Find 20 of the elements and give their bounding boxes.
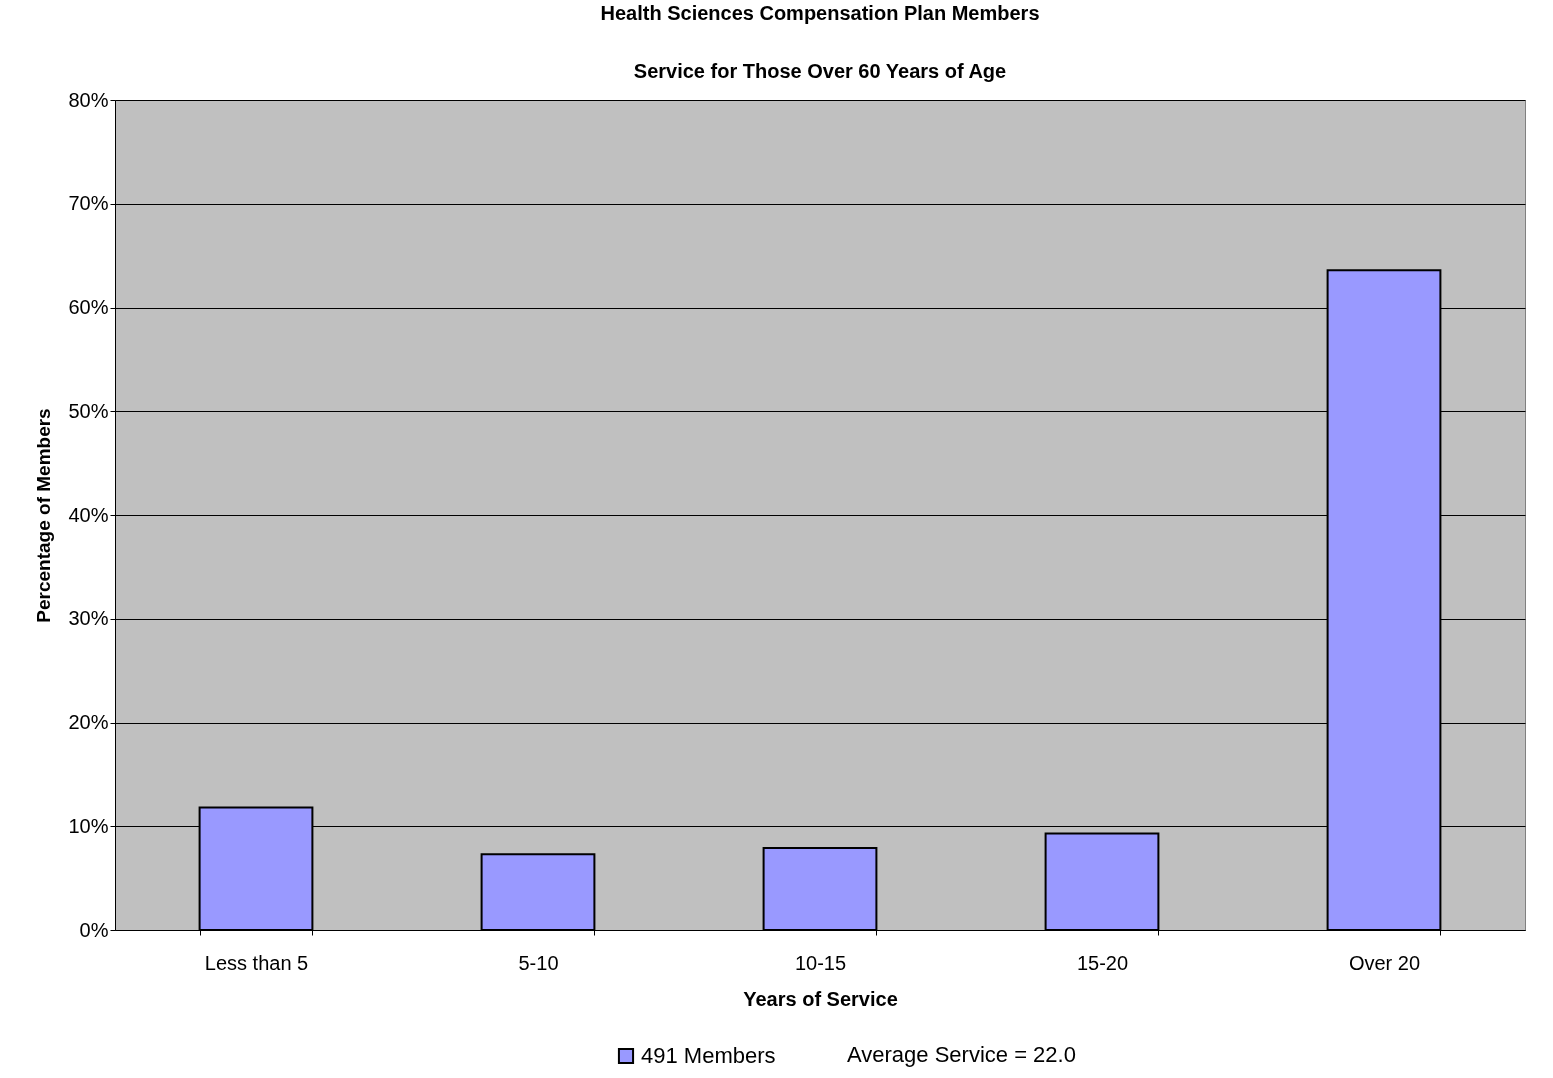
y-axis-title: Percentage of Members (33, 408, 55, 623)
y-tick-label: 10% (68, 814, 109, 837)
y-tick-label: 0% (79, 918, 109, 941)
y-tick-label: 70% (68, 192, 109, 215)
chart-subtitle: Service for Those Over 60 Years of Age (633, 60, 1007, 82)
y-tick-label: 60% (68, 296, 109, 318)
y-tick-label: 20% (68, 711, 109, 733)
text: Average Service = 22.0 (847, 1042, 1076, 1067)
x-tick-label: 10-15 (794, 951, 847, 974)
y-tick-label: 30% (68, 607, 109, 630)
x-tick-label: Less than 5 (204, 951, 309, 974)
x-axis-title: Years of Service (743, 987, 898, 1010)
x-tick-label: 5-10 (518, 951, 559, 974)
y-tick-label: 40% (68, 503, 109, 526)
legend-label: 491 Members (641, 1043, 776, 1068)
x-tick-label: 15-20 (1076, 951, 1129, 974)
chart-title: Health Sciences Compensation Plan Members (600, 2, 1040, 24)
y-tick-label: 80% (68, 88, 109, 111)
y-tick-label: 50% (68, 399, 109, 422)
x-tick-label: Over 20 (1348, 951, 1421, 974)
